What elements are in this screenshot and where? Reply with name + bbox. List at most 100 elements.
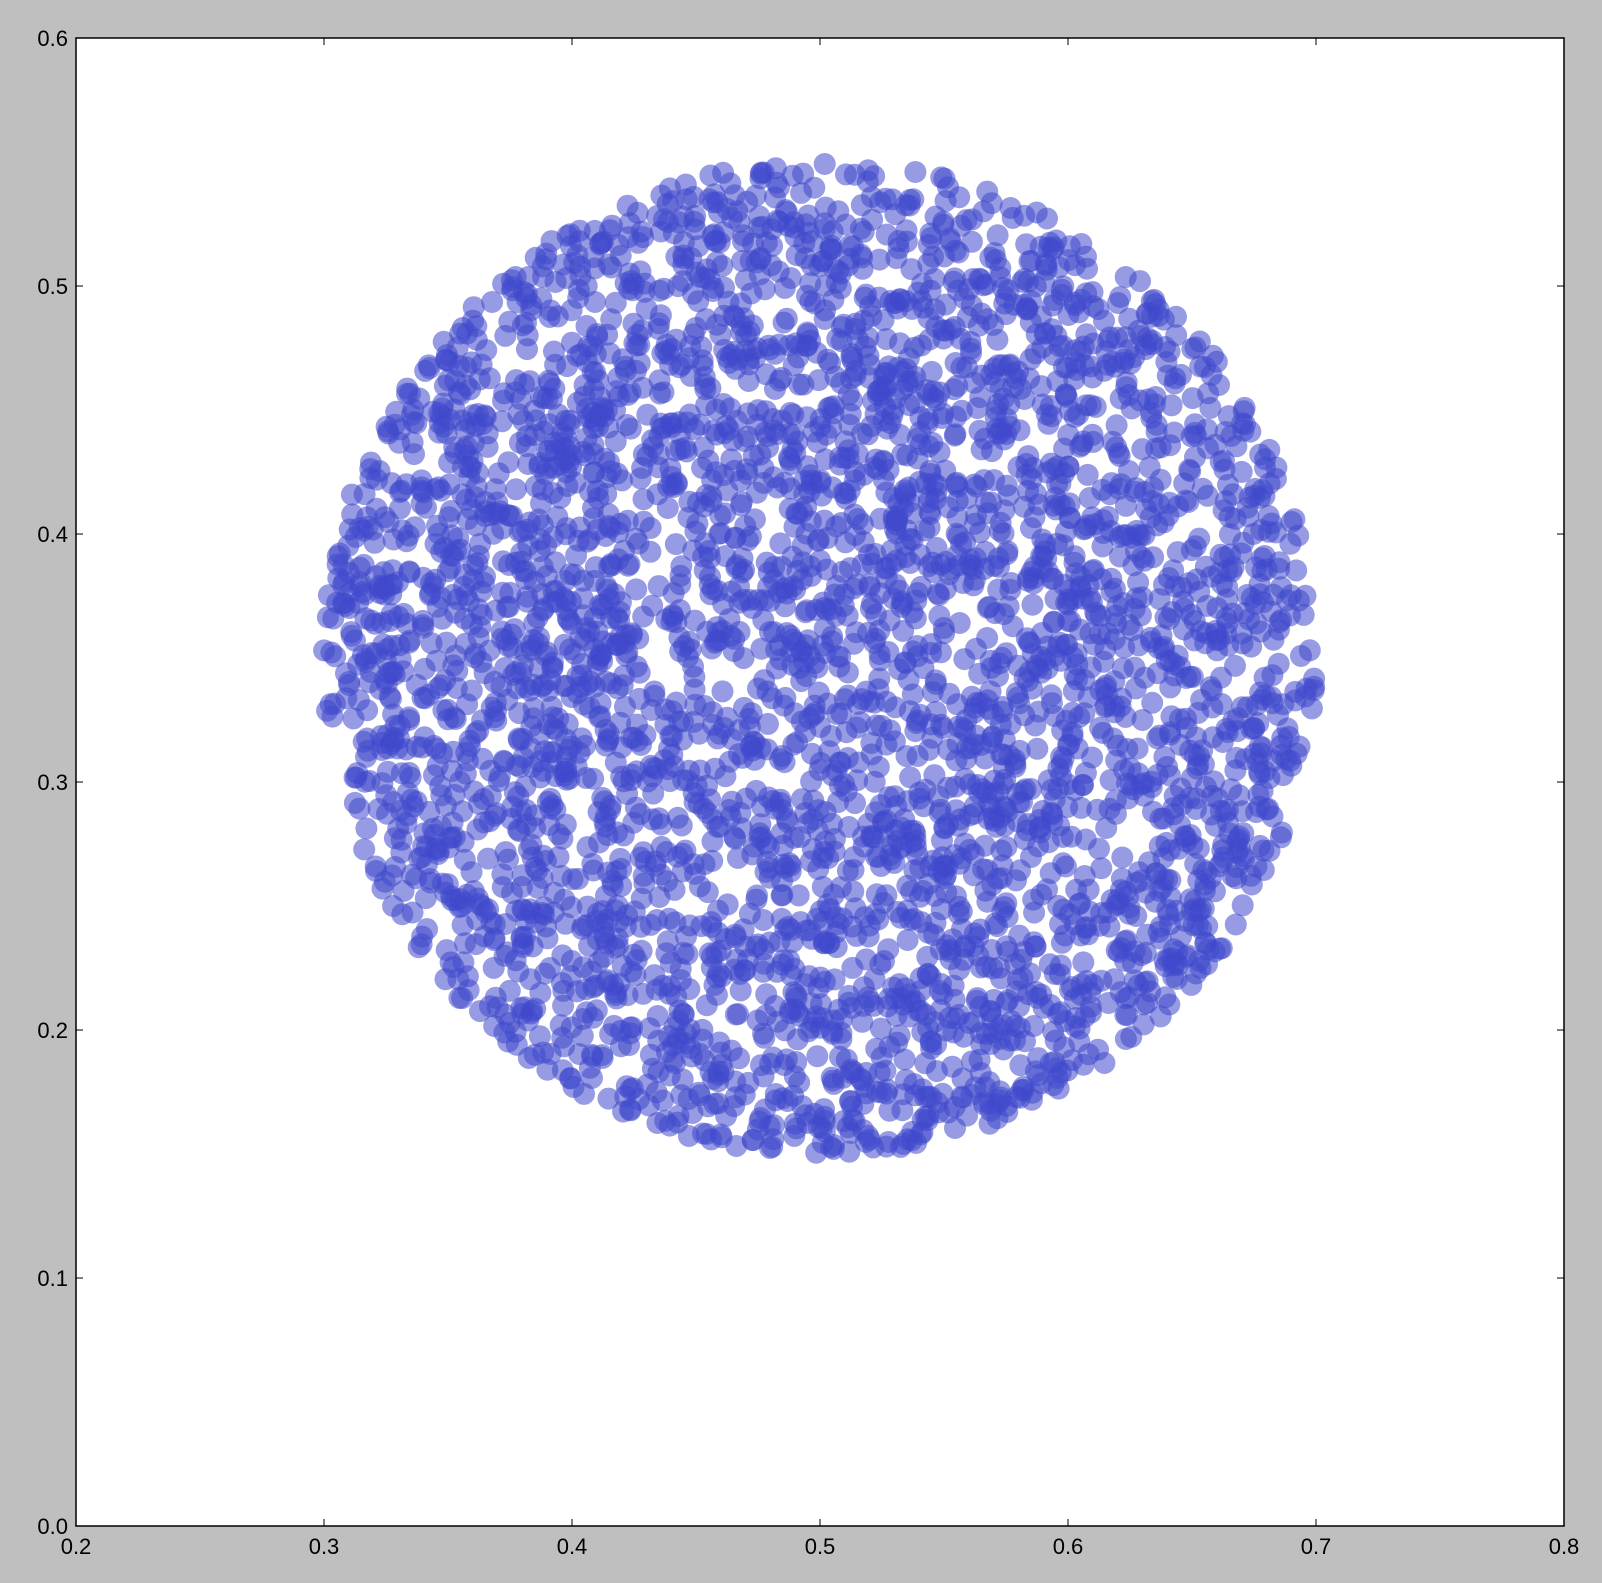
scatter-point — [1133, 481, 1156, 503]
scatter-point — [1077, 686, 1100, 709]
scatter-point — [503, 781, 526, 804]
scatter-point — [709, 1123, 732, 1146]
scatter-point — [794, 802, 817, 825]
scatter-point — [929, 641, 952, 664]
scatter-point — [991, 277, 1014, 299]
scatter-point — [842, 632, 865, 655]
scatter-point — [596, 908, 619, 931]
scatter-point — [928, 381, 951, 404]
scatter-point — [356, 515, 379, 538]
scatter-point — [1158, 993, 1181, 1016]
scatter-point — [528, 657, 551, 680]
scatter-point — [968, 1048, 991, 1071]
scatter-point — [1043, 289, 1066, 311]
scatter-point — [1279, 532, 1302, 555]
scatter-point — [619, 1099, 642, 1122]
scatter-point — [893, 1048, 916, 1071]
scatter-point — [389, 481, 411, 503]
scatter-point — [892, 592, 915, 615]
scatter-point — [824, 604, 847, 627]
scatter-point — [956, 1104, 978, 1127]
scatter-point — [1196, 484, 1219, 507]
scatter-point — [875, 1135, 898, 1158]
scatter-point — [454, 418, 477, 441]
scatter-point — [787, 884, 810, 907]
scatter-point — [347, 689, 370, 712]
scatter-point — [840, 367, 863, 390]
scatter-point — [983, 809, 1006, 832]
scatter-point — [663, 755, 685, 778]
scatter-point — [364, 855, 387, 878]
scatter-point — [435, 631, 458, 654]
scatter-point — [354, 607, 377, 630]
scatter-point — [917, 738, 940, 761]
scatter-point — [1141, 691, 1164, 714]
scatter-point — [368, 577, 391, 600]
scatter-point — [354, 770, 376, 793]
scatter-point — [1106, 734, 1129, 757]
scatter-point — [831, 560, 854, 583]
scatter-point — [797, 323, 819, 346]
scatter-point — [794, 601, 817, 624]
scatter-point — [556, 475, 579, 497]
scatter-point — [712, 716, 735, 739]
scatter-point — [1072, 518, 1095, 541]
scatter-point — [937, 738, 960, 761]
scatter-point — [930, 973, 952, 995]
scatter-point — [583, 461, 606, 484]
scatter-point — [792, 373, 815, 396]
scatter-point — [791, 534, 814, 557]
scatter-point — [895, 745, 918, 768]
scatter-point — [821, 220, 844, 243]
scatter-point — [934, 864, 957, 887]
scatter-point — [752, 909, 775, 931]
scatter-point — [774, 918, 797, 941]
scatter-point — [830, 1021, 853, 1044]
scatter-point — [540, 230, 563, 253]
scatter-point — [737, 707, 760, 730]
scatter-point — [955, 209, 978, 232]
scatter-point — [612, 770, 635, 793]
scatter-point — [636, 403, 659, 426]
scatter-point — [868, 248, 891, 271]
scatter-point — [538, 413, 561, 436]
scatter-point — [1048, 814, 1071, 837]
scatter-point — [567, 867, 589, 890]
scatter-point — [546, 719, 569, 742]
scatter-point — [1012, 780, 1035, 803]
scatter-point — [821, 764, 844, 787]
scatter-point — [519, 737, 542, 760]
scatter-point — [724, 1003, 747, 1026]
scatter-point — [1118, 307, 1141, 330]
scatter-point — [832, 313, 855, 336]
scatter-point — [918, 516, 941, 539]
scatter-point — [1216, 612, 1239, 635]
scatter-point — [993, 896, 1016, 919]
scatter-point — [504, 478, 527, 501]
scatter-point — [729, 979, 752, 1002]
y-tick-label: 0.6 — [37, 26, 68, 51]
scatter-point — [841, 956, 864, 979]
scatter-point — [965, 989, 988, 1012]
scatter-point — [1008, 924, 1031, 947]
scatter-point — [1159, 434, 1182, 457]
scatter-point — [995, 836, 1018, 858]
scatter-point — [1126, 737, 1149, 760]
scatter-point — [1069, 435, 1091, 458]
scatter-point — [1111, 657, 1134, 680]
scatter-point — [914, 1052, 937, 1075]
scatter-point — [830, 330, 853, 353]
scatter-point — [945, 405, 967, 428]
scatter-point — [539, 797, 562, 820]
scatter-point — [881, 834, 903, 857]
scatter-point — [498, 553, 520, 576]
scatter-point — [1154, 955, 1177, 978]
scatter-point — [818, 898, 841, 921]
scatter-point — [408, 387, 431, 410]
scatter-point — [775, 307, 798, 330]
scatter-point — [498, 979, 521, 1002]
scatter-point — [934, 578, 957, 601]
scatter-point — [1065, 562, 1087, 585]
scatter-point — [976, 627, 999, 649]
scatter-point — [896, 929, 919, 951]
